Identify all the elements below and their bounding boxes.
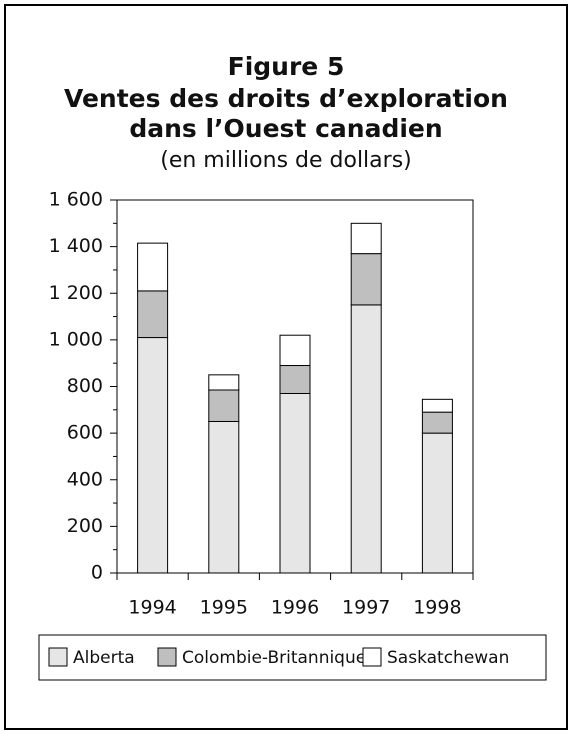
x-tick-label: 1998 [413,597,461,619]
bar-segment [279,365,311,394]
legend-swatch [362,647,382,667]
y-tick-label: 600 [67,422,103,444]
x-tick-label: 1997 [342,597,390,619]
y-tick-label: 800 [67,375,103,397]
x-tick-label: 1996 [271,597,319,619]
legend-label: Saskatchewan [387,648,509,668]
y-tick-label: 1 400 [49,235,103,257]
chart-subtitle: Ventes des droits d’exploration [64,84,508,113]
chart-subtitle: dans l’Ouest canadien [129,114,442,143]
y-tick-label: 200 [67,515,103,537]
legend-label: Colombie-Britannique [182,648,366,668]
x-tick-label: 1995 [200,597,248,619]
bar-segment [279,392,311,574]
y-tick-label: 0 [91,562,103,584]
x-tick-label: 1994 [128,597,176,619]
bar-segment [350,222,382,255]
bar-segment [350,304,382,574]
legend-label: Alberta [73,648,135,668]
bar-segment [137,337,169,574]
bar-segment [350,253,382,306]
y-tick-label: 1 600 [49,189,103,211]
bar-segment [279,334,311,367]
y-tick-label: 1 000 [49,328,103,350]
bar-segment [208,389,240,422]
legend-swatch [157,647,177,667]
legend-frame [38,634,547,681]
bar-segment [137,290,169,339]
bar-segment [208,420,240,574]
y-tick-label: 1 200 [49,282,103,304]
legend-swatch [48,647,68,667]
bar-segment [421,432,453,574]
bar-segment [208,374,240,391]
y-axis-label: (en millions de dollars) [160,148,412,173]
bar-segment [421,398,453,413]
bar-segment [137,242,169,292]
frame [4,4,568,730]
chart-title: Figure 5 [228,52,345,81]
y-tick-label: 400 [67,468,103,490]
bar-segment [421,411,453,434]
